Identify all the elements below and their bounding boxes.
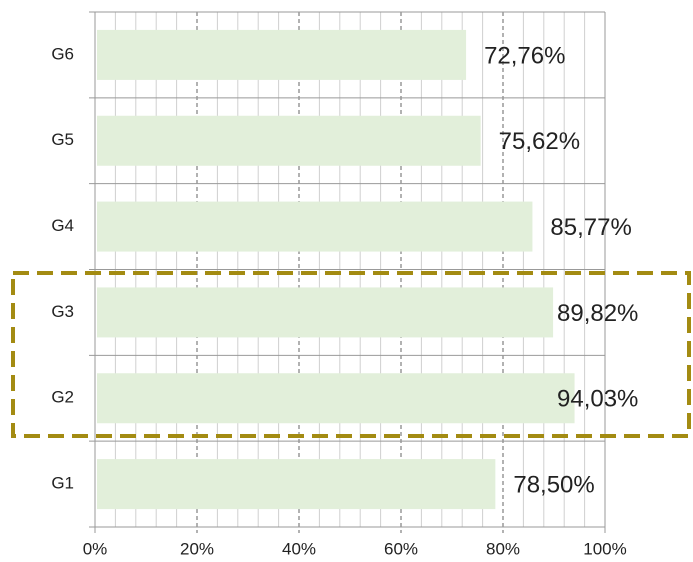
y-tick-label: G1	[51, 474, 74, 493]
bar	[97, 115, 481, 166]
y-tick-label: G5	[51, 130, 74, 149]
data-label: 89,82%	[557, 300, 638, 327]
y-tick-label: G4	[51, 216, 74, 235]
data-label: 75,62%	[499, 128, 580, 155]
bar	[97, 287, 554, 338]
x-tick-label: 100%	[583, 539, 626, 558]
bar	[97, 373, 575, 424]
bar	[97, 29, 467, 80]
data-label: 72,76%	[484, 42, 565, 69]
data-label: 78,50%	[513, 471, 594, 498]
bar	[97, 201, 533, 252]
y-tick-label: G3	[51, 302, 74, 321]
data-label: 94,03%	[557, 386, 638, 413]
x-tick-label: 60%	[384, 539, 418, 558]
x-tick-label: 20%	[180, 539, 214, 558]
data-label: 85,77%	[550, 214, 631, 241]
y-tick-label: G6	[51, 44, 74, 63]
x-tick-label: 80%	[486, 539, 520, 558]
y-tick-label: G2	[51, 388, 74, 407]
x-tick-label: 0%	[83, 539, 108, 558]
highlight-box	[11, 271, 691, 438]
x-tick-label: 40%	[282, 539, 316, 558]
bars	[97, 29, 575, 510]
bar	[97, 459, 496, 510]
